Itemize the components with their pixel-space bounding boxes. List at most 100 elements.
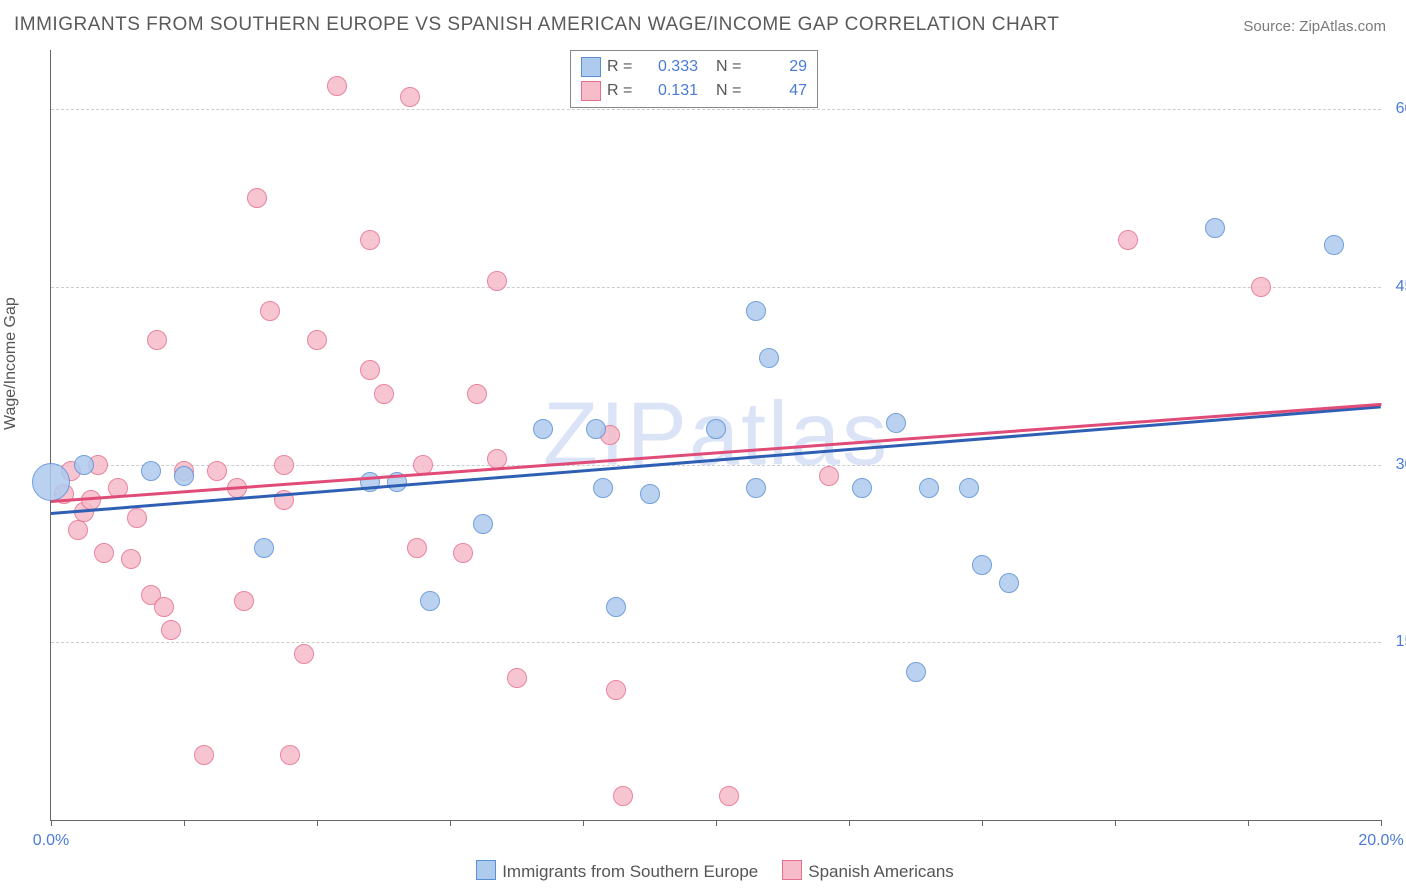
- legend-r-value: 0.131: [643, 79, 698, 103]
- data-point: [294, 644, 314, 664]
- gridline-horizontal: [51, 465, 1381, 466]
- legend-n-value: 29: [752, 55, 807, 79]
- data-point: [487, 449, 507, 469]
- legend-row: R =0.333 N =29: [581, 55, 807, 79]
- data-point: [147, 330, 167, 350]
- data-point: [852, 478, 872, 498]
- data-point: [420, 591, 440, 611]
- trend-line: [51, 403, 1381, 503]
- data-point: [487, 271, 507, 291]
- data-point: [473, 514, 493, 534]
- data-point: [407, 538, 427, 558]
- legend-row: R =0.131 N =47: [581, 79, 807, 103]
- data-point: [453, 543, 473, 563]
- legend-n-label: N =: [716, 79, 746, 103]
- data-point: [74, 455, 94, 475]
- data-point: [247, 188, 267, 208]
- data-point: [972, 555, 992, 575]
- data-point: [759, 348, 779, 368]
- x-tick-mark: [1115, 820, 1116, 826]
- chart-title: IMMIGRANTS FROM SOUTHERN EUROPE VS SPANI…: [14, 14, 1059, 36]
- data-point: [307, 330, 327, 350]
- legend-series-label: Spanish Americans: [808, 862, 954, 881]
- data-point: [1324, 235, 1344, 255]
- x-tick-mark: [849, 820, 850, 826]
- data-point: [274, 455, 294, 475]
- legend-swatch: [581, 57, 601, 77]
- data-point: [32, 463, 70, 501]
- chart-container: IMMIGRANTS FROM SOUTHERN EUROPE VS SPANI…: [0, 0, 1406, 892]
- data-point: [467, 384, 487, 404]
- data-point: [327, 76, 347, 96]
- data-point: [593, 478, 613, 498]
- x-tick-label: 20.0%: [1358, 832, 1403, 850]
- data-point: [154, 597, 174, 617]
- y-tick-label: 30.0%: [1386, 456, 1406, 474]
- x-tick-mark: [450, 820, 451, 826]
- data-point: [906, 662, 926, 682]
- data-point: [141, 461, 161, 481]
- data-point: [68, 520, 88, 540]
- data-point: [507, 668, 527, 688]
- data-point: [533, 419, 553, 439]
- data-point: [1251, 277, 1271, 297]
- x-tick-mark: [583, 820, 584, 826]
- source-prefix: Source:: [1243, 18, 1299, 35]
- x-tick-mark: [51, 820, 52, 826]
- y-axis-label: Wage/Income Gap: [2, 297, 20, 430]
- x-tick-mark: [982, 820, 983, 826]
- gridline-horizontal: [51, 109, 1381, 110]
- x-tick-label: 0.0%: [33, 832, 69, 850]
- data-point: [613, 786, 633, 806]
- data-point: [640, 484, 660, 504]
- data-point: [586, 419, 606, 439]
- data-point: [746, 301, 766, 321]
- data-point: [606, 680, 626, 700]
- data-point: [254, 538, 274, 558]
- legend-r-label: R =: [607, 55, 637, 79]
- legend-n-label: N =: [716, 55, 746, 79]
- y-tick-label: 60.0%: [1386, 100, 1406, 118]
- legend-r-label: R =: [607, 79, 637, 103]
- data-point: [719, 786, 739, 806]
- legend-swatch: [476, 860, 496, 880]
- data-point: [94, 543, 114, 563]
- correlation-legend: R =0.333 N =29 R =0.131 N =47: [570, 50, 818, 108]
- data-point: [121, 549, 141, 569]
- y-tick-label: 15.0%: [1386, 633, 1406, 651]
- legend-swatch: [581, 81, 601, 101]
- gridline-horizontal: [51, 642, 1381, 643]
- source-attribution: Source: ZipAtlas.com: [1243, 18, 1386, 35]
- data-point: [360, 360, 380, 380]
- data-point: [194, 745, 214, 765]
- data-point: [919, 478, 939, 498]
- y-tick-label: 45.0%: [1386, 278, 1406, 296]
- x-tick-mark: [1248, 820, 1249, 826]
- legend-r-value: 0.333: [643, 55, 698, 79]
- source-name: ZipAtlas.com: [1299, 18, 1386, 35]
- data-point: [999, 573, 1019, 593]
- data-point: [1118, 230, 1138, 250]
- data-point: [174, 466, 194, 486]
- legend-series-label: Immigrants from Southern Europe: [502, 862, 758, 881]
- x-tick-mark: [184, 820, 185, 826]
- data-point: [127, 508, 147, 528]
- x-tick-mark: [1381, 820, 1382, 826]
- data-point: [819, 466, 839, 486]
- data-point: [260, 301, 280, 321]
- data-point: [400, 87, 420, 107]
- data-point: [360, 230, 380, 250]
- legend-swatch: [782, 860, 802, 880]
- data-point: [886, 413, 906, 433]
- data-point: [1205, 218, 1225, 238]
- data-point: [746, 478, 766, 498]
- plot-area: ZIPatlas 15.0%30.0%45.0%60.0%0.0%20.0%: [50, 50, 1381, 821]
- legend-n-value: 47: [752, 79, 807, 103]
- data-point: [374, 384, 394, 404]
- data-point: [207, 461, 227, 481]
- data-point: [234, 591, 254, 611]
- x-tick-mark: [317, 820, 318, 826]
- gridline-horizontal: [51, 287, 1381, 288]
- data-point: [959, 478, 979, 498]
- series-legend: Immigrants from Southern Europe Spanish A…: [0, 860, 1406, 882]
